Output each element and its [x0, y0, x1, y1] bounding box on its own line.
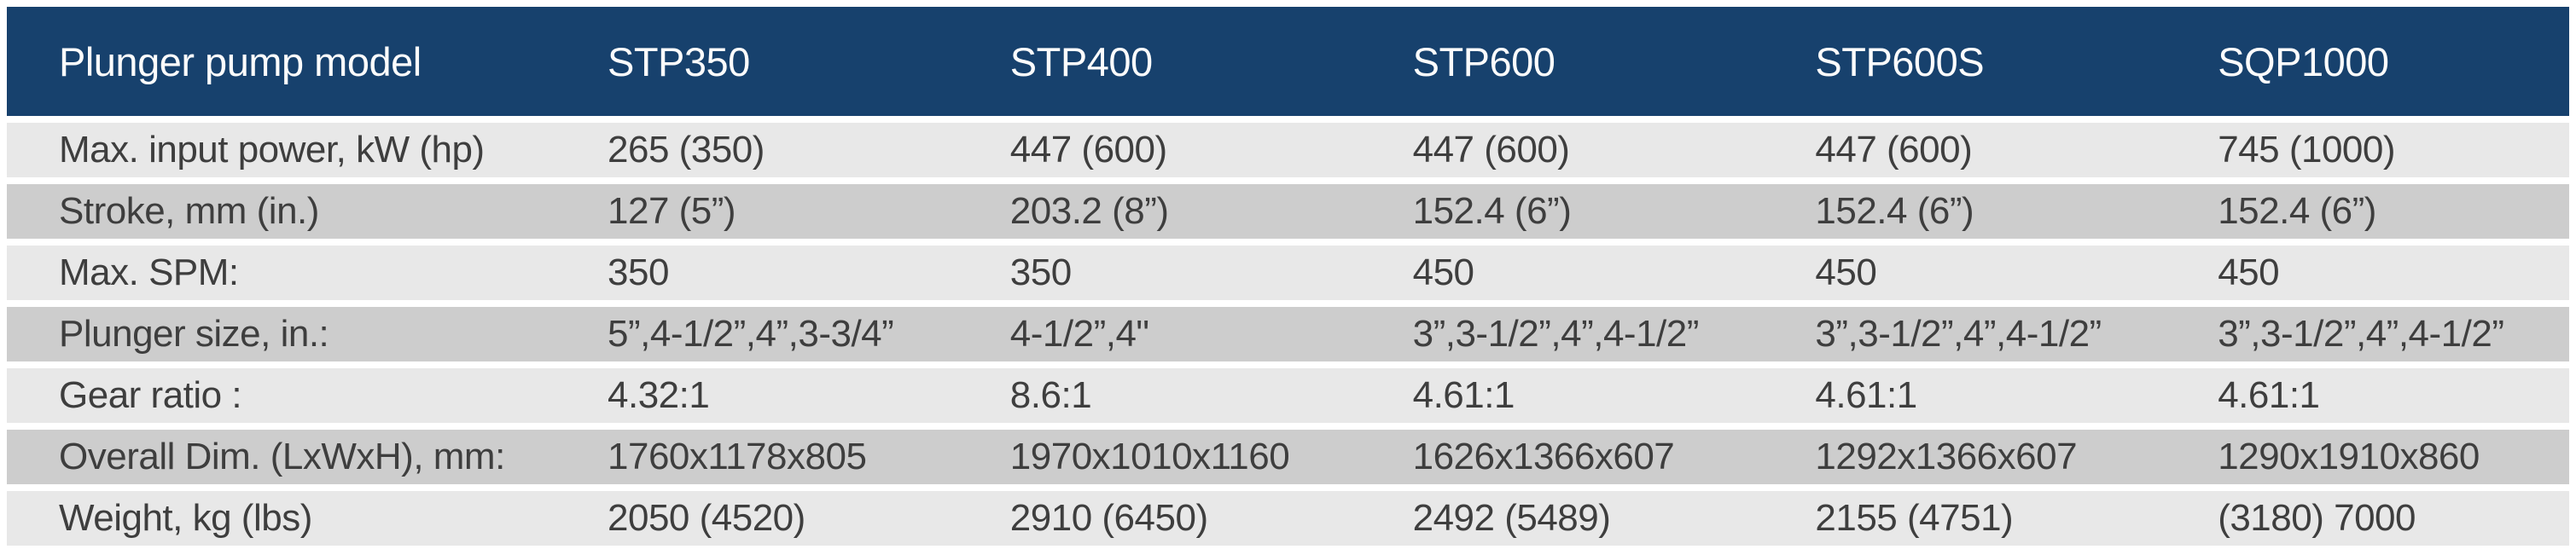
cell-value: 450 — [1412, 251, 1474, 293]
header-model-stp600s: STP600S — [1815, 38, 1985, 84]
cell-value: 265 (350) — [608, 129, 765, 171]
row-label: Max. SPM: — [59, 251, 239, 293]
cell-value: (3180) 7000 — [2218, 497, 2416, 539]
header-label-cell: Plunger pump model — [59, 38, 422, 84]
plunger-pump-spec-table: Plunger pump model STP350 STP400 STP600 … — [7, 7, 2569, 546]
table-row-overall-dim: Overall Dim. (LxWxH), mm: 1760x1178x805 … — [7, 430, 2569, 484]
cell-value: 3”,3-1/2”,4”,4-1/2” — [1412, 313, 1700, 355]
cell-value: 447 (600) — [1412, 129, 1570, 171]
table-row-plunger-size: Plunger size, in.: 5”,4-1/2”,4”,3-3/4” 4… — [7, 307, 2569, 361]
table-row-max-spm: Max. SPM: 350 350 450 450 450 — [7, 246, 2569, 300]
cell-value: 1760x1178x805 — [608, 436, 867, 477]
cell-value: 350 — [1009, 251, 1072, 293]
table-row-gear-ratio: Gear ratio : 4.32:1 8.6:1 4.61:1 4.61:1 … — [7, 368, 2569, 423]
cell-value: 2910 (6450) — [1009, 497, 1208, 539]
cell-value: 127 (5”) — [608, 190, 736, 232]
cell-value: 152.4 (6”) — [2218, 190, 2376, 232]
cell-value: 4.61:1 — [1815, 374, 1917, 416]
header-model-stp350: STP350 — [608, 38, 750, 84]
cell-value: 152.4 (6”) — [1815, 190, 1974, 232]
cell-value: 1292x1366x607 — [1815, 436, 2078, 477]
cell-value: 2050 (4520) — [608, 497, 805, 539]
header-model-stp600: STP600 — [1412, 38, 1555, 84]
cell-value: 4.32:1 — [608, 374, 710, 416]
table-row-max-input-power: Max. input power, kW (hp) 265 (350) 447 … — [7, 123, 2569, 177]
cell-value: 8.6:1 — [1009, 374, 1092, 416]
table-header-row: Plunger pump model STP350 STP400 STP600 … — [7, 7, 2569, 116]
row-label: Max. input power, kW (hp) — [59, 129, 485, 171]
row-label: Stroke, mm (in.) — [59, 190, 319, 232]
cell-value: 450 — [2218, 251, 2280, 293]
cell-value: 1626x1366x607 — [1412, 436, 1675, 477]
cell-value: 450 — [1815, 251, 1877, 293]
cell-value: 2155 (4751) — [1815, 497, 2014, 539]
cell-value: 4.61:1 — [2218, 374, 2320, 416]
cell-value: 4.61:1 — [1412, 374, 1515, 416]
cell-value: 4-1/2”,4" — [1009, 313, 1149, 355]
cell-value: 152.4 (6”) — [1412, 190, 1572, 232]
cell-value: 350 — [608, 251, 669, 293]
cell-value: 3”,3-1/2”,4”,4-1/2” — [1815, 313, 2102, 355]
cell-value: 2492 (5489) — [1412, 497, 1611, 539]
cell-value: 745 (1000) — [2218, 129, 2396, 171]
cell-value: 1290x1910x860 — [2218, 436, 2480, 477]
header-model-stp400: STP400 — [1009, 38, 1153, 84]
row-label: Gear ratio : — [59, 374, 242, 416]
cell-value: 447 (600) — [1815, 129, 1973, 171]
row-label: Weight, kg (lbs) — [59, 497, 312, 539]
row-label: Overall Dim. (LxWxH), mm: — [59, 436, 505, 477]
cell-value: 5”,4-1/2”,4”,3-3/4” — [608, 313, 894, 355]
cell-value: 203.2 (8”) — [1009, 190, 1169, 232]
table-row-stroke: Stroke, mm (in.) 127 (5”) 203.2 (8”) 152… — [7, 184, 2569, 239]
row-label: Plunger size, in.: — [59, 313, 329, 355]
cell-value: 447 (600) — [1009, 129, 1167, 171]
cell-value: 1970x1010x1160 — [1009, 436, 1290, 477]
header-model-sqp1000: SQP1000 — [2218, 38, 2389, 84]
table-row-weight: Weight, kg (lbs) 2050 (4520) 2910 (6450)… — [7, 491, 2569, 546]
cell-value: 3”,3-1/2”,4”,4-1/2” — [2218, 313, 2504, 355]
